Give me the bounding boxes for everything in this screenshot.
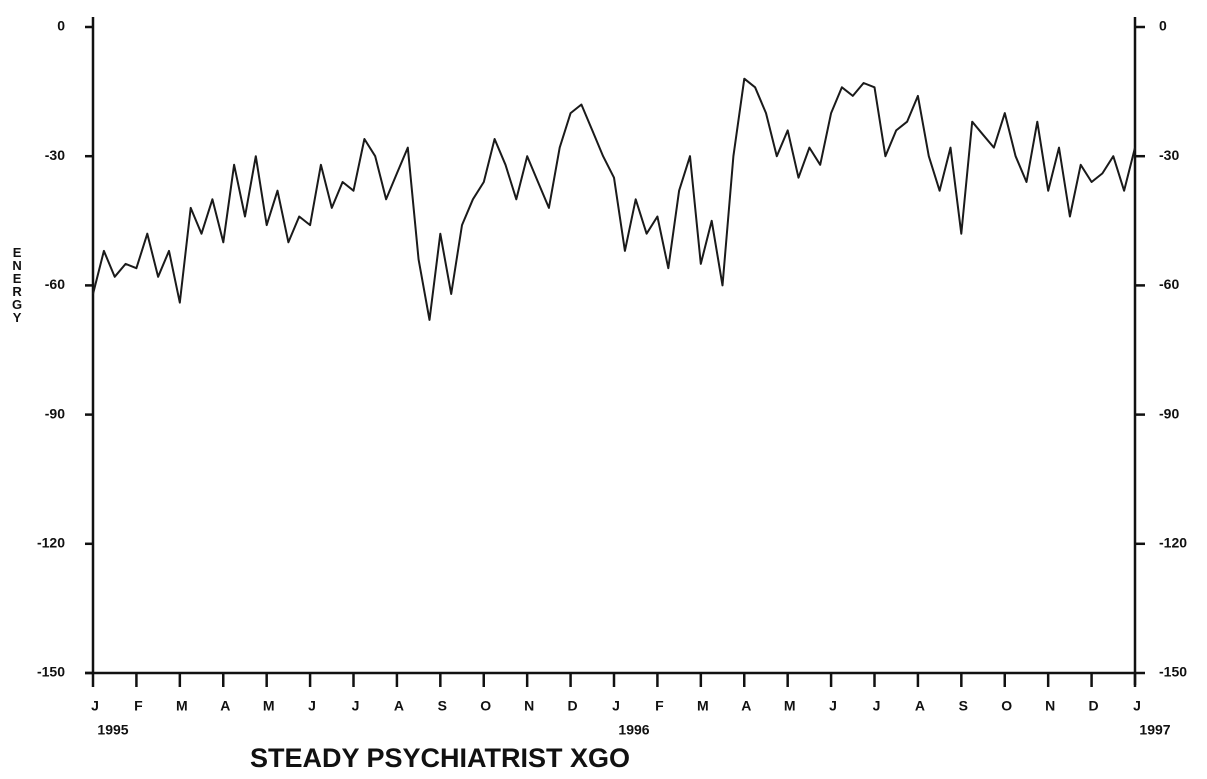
x-tick-label: M xyxy=(263,698,275,714)
x-tick-label: F xyxy=(134,698,143,714)
x-tick-label: J xyxy=(308,698,316,714)
y2-tick-label: -60 xyxy=(1159,276,1179,292)
y-tick-label: 0 xyxy=(57,18,65,34)
x-tick-label: D xyxy=(568,698,578,714)
year-label: 1996 xyxy=(618,722,649,738)
x-tick-label: A xyxy=(394,698,404,714)
x-tick-label: J xyxy=(352,698,360,714)
x-tick-label: J xyxy=(1133,698,1141,714)
x-tick-label: N xyxy=(524,698,534,714)
x-tick-label: O xyxy=(1001,698,1012,714)
x-tick-label: F xyxy=(655,698,664,714)
x-tick-label: M xyxy=(784,698,796,714)
y2-tick-label: -120 xyxy=(1159,535,1187,551)
x-tick-label: J xyxy=(873,698,881,714)
x-tick-label: A xyxy=(220,698,230,714)
x-tick-label: J xyxy=(612,698,620,714)
y-tick-label: -150 xyxy=(37,664,65,680)
y-tick-label: -30 xyxy=(45,147,65,163)
chart-title: STEADY PSYCHIATRIST XGO xyxy=(250,743,630,773)
y2-tick-label: 0 xyxy=(1159,18,1167,34)
x-tick-label: N xyxy=(1045,698,1055,714)
y2-tick-label: -150 xyxy=(1159,664,1187,680)
x-tick-label: M xyxy=(176,698,188,714)
y2-tick-label: -90 xyxy=(1159,405,1179,421)
x-tick-label: A xyxy=(741,698,751,714)
x-tick-label: J xyxy=(91,698,99,714)
x-tick-label: S xyxy=(438,698,447,714)
x-tick-label: M xyxy=(697,698,709,714)
year-label: 1995 xyxy=(97,722,128,738)
x-tick-label: D xyxy=(1089,698,1099,714)
y2-tick-label: -30 xyxy=(1159,147,1179,163)
year-label: 1997 xyxy=(1139,722,1170,738)
x-tick-label: A xyxy=(915,698,925,714)
x-tick-label: O xyxy=(480,698,491,714)
x-tick-label: S xyxy=(959,698,968,714)
y-tick-label: -120 xyxy=(37,535,65,551)
x-tick-label: J xyxy=(829,698,837,714)
y-tick-label: -90 xyxy=(45,405,65,421)
y-axis-label: ENERGY xyxy=(10,245,25,323)
y-tick-label: -60 xyxy=(45,276,65,292)
data-line xyxy=(92,77,1136,321)
